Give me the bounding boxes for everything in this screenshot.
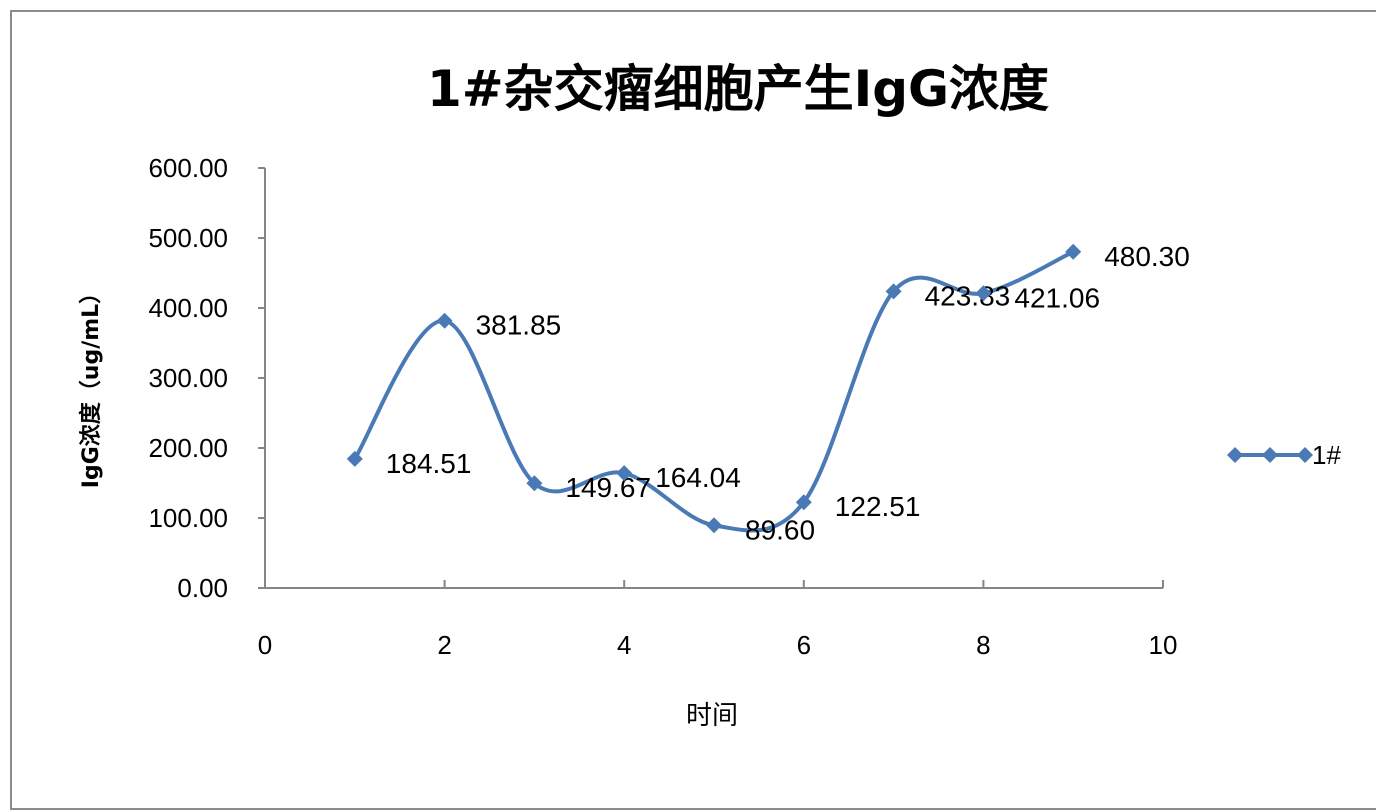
x-tick-label: 2 [437,630,451,660]
x-tick-label: 10 [1149,630,1178,660]
data-point-marker [795,494,812,511]
data-label: 122.51 [835,491,921,522]
data-label: 423.83 [925,280,1011,311]
y-tick-label: 300.00 [148,363,228,393]
x-tick-label: 0 [258,630,272,660]
legend-marker [1262,447,1278,463]
y-tick-label: 600.00 [148,153,228,183]
data-point-marker [975,285,992,302]
y-tick-label: 400.00 [148,293,228,323]
data-label: 89.60 [745,514,815,545]
data-point-marker [526,475,543,492]
data-point-marker [616,465,633,482]
data-point-marker [706,517,722,534]
x-tick-label: 8 [976,630,990,660]
data-label: 149.67 [565,472,651,503]
x-tick-label: 6 [797,630,811,660]
chart-frame [10,10,1376,810]
data-label: 421.06 [1014,282,1100,313]
axes: 0.00 100.00 200.00 300.00 400.00 500.00 600.00… [148,153,1177,660]
chart-title: 1#杂交瘤细胞产生IgG浓度 [427,60,1049,118]
data-point-marker [346,450,363,467]
data-label: 381.85 [476,310,562,341]
legend-label: 1# [1312,440,1341,470]
data-point-marker [436,312,453,329]
data-label: 164.04 [655,462,741,493]
y-tick-label: 0.00 [177,573,228,603]
data-label: 480.30 [1104,241,1190,272]
line-chart: 1#杂交瘤细胞产生IgG浓度 IgG浓度（ug/mL） 时间 0.00 100.0… [78,60,1341,731]
legend: 1# [1227,440,1341,470]
data-point-marker [885,283,902,300]
x-tick-label: 4 [617,630,631,660]
data-label: 184.51 [386,448,472,479]
legend-marker [1297,447,1313,463]
y-axis-title: IgG浓度（ug/mL） [78,282,104,488]
y-tick-label: 500.00 [148,223,228,253]
x-axis-title: 时间 [686,701,738,731]
data-point-marker [1065,243,1082,260]
legend-marker [1227,447,1243,463]
y-tick-label: 100.00 [148,503,228,533]
y-tick-label: 200.00 [148,433,228,463]
